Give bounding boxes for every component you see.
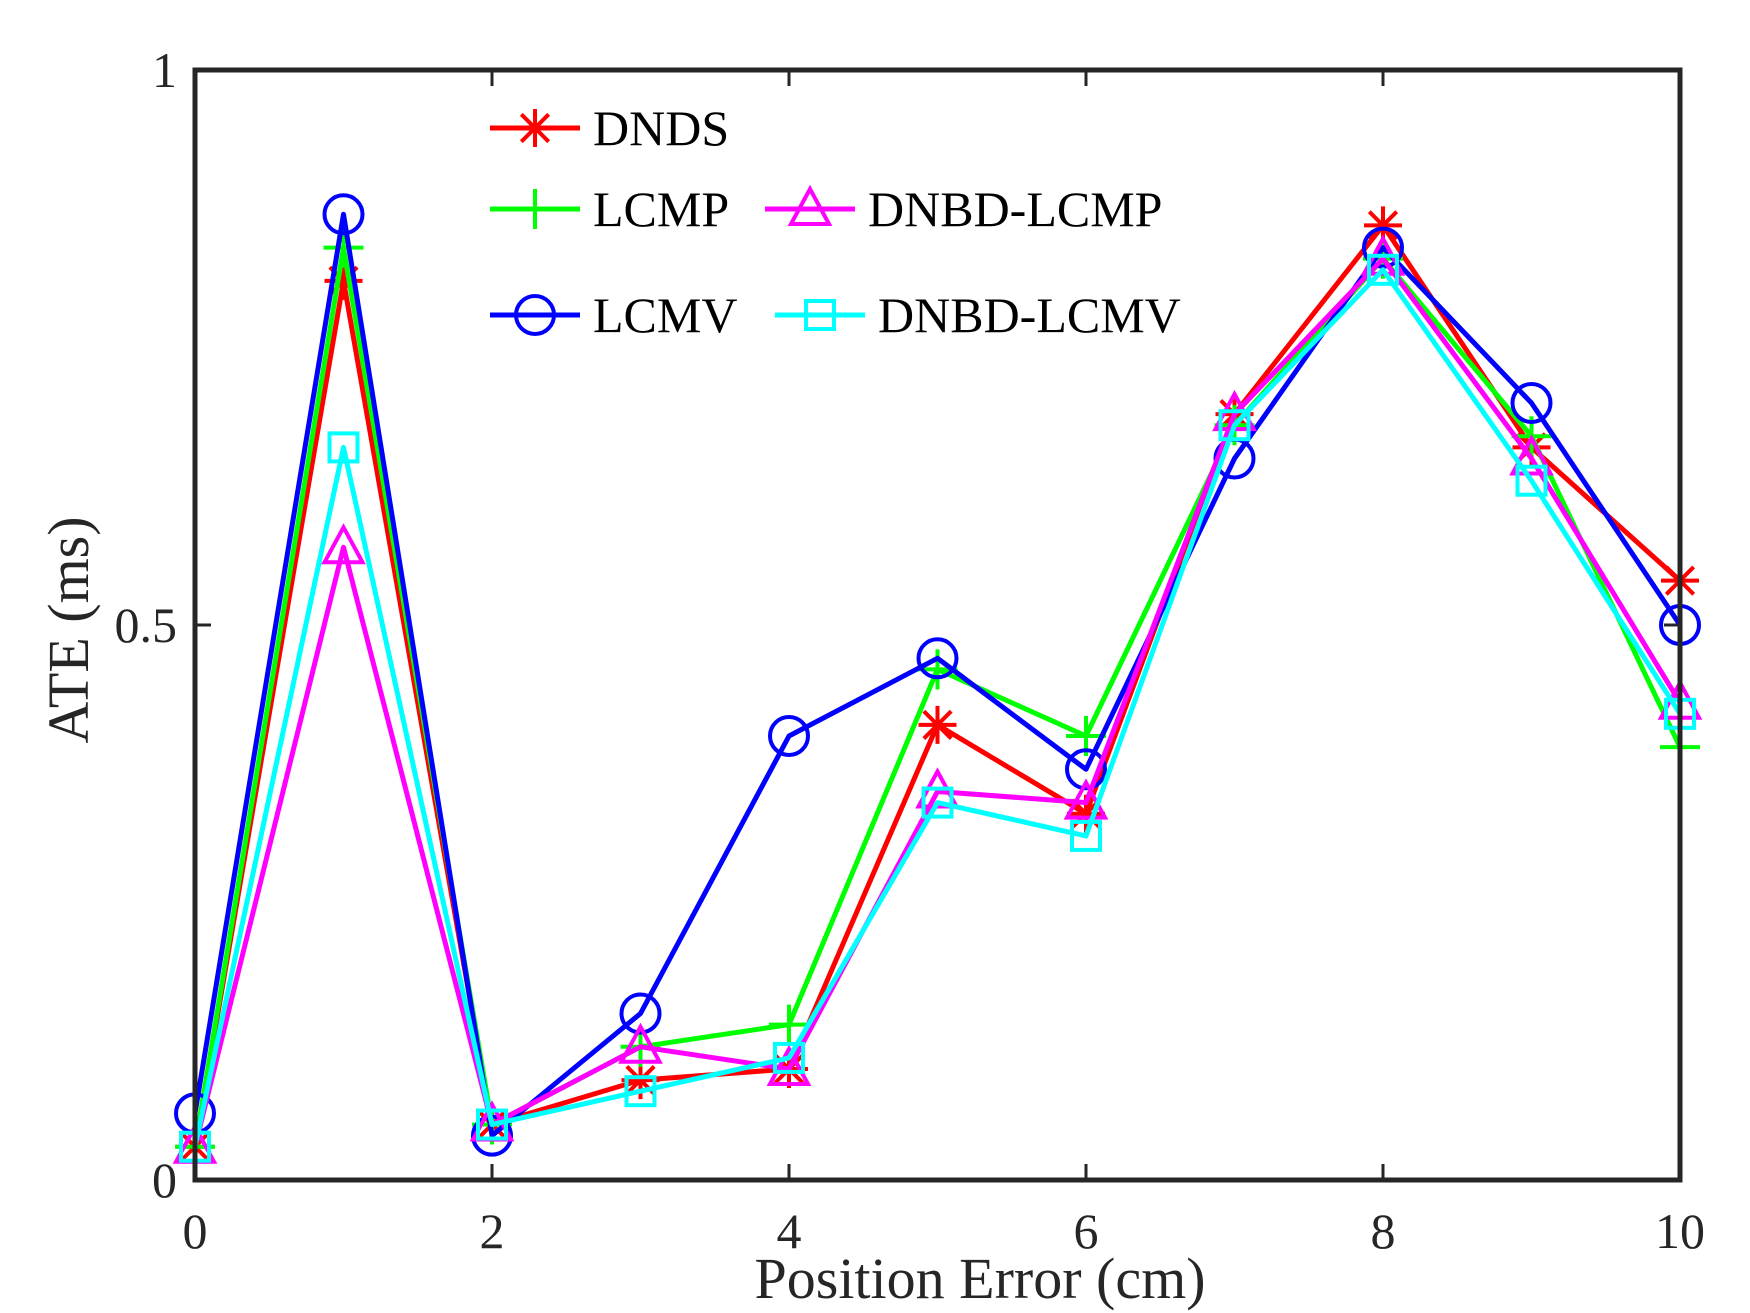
x-tick-labels: 0 2 4 6 8 10 [183, 1203, 1706, 1259]
series-line-lcmv [192, 211, 1683, 1139]
x-tick-label: 0 [183, 1203, 208, 1259]
series-layer [172, 193, 1703, 1167]
legend-marker-lcmp [515, 189, 555, 229]
legend-entry-dnbd-lcmv: DNBD-LCMV [775, 287, 1181, 343]
data-point-dnbd-lcmp [1063, 778, 1109, 820]
y-tick-label: 1 [152, 42, 177, 98]
data-point-lcmv [916, 637, 959, 680]
data-point-dnds [324, 261, 363, 300]
data-point-dnbd-lcmv [773, 1041, 805, 1074]
data-point-dnbd-lcmp [618, 1022, 663, 1064]
legend-marker-dnbd-lcmp [787, 184, 833, 226]
data-point-dnbd-lcmv [624, 1075, 657, 1108]
data-point-dnbd-lcmv [1515, 464, 1548, 497]
legend-entry-dnds: DNDS [490, 100, 729, 156]
x-tick-label: 8 [1371, 1203, 1396, 1259]
data-point-dnds [1364, 206, 1402, 245]
legend-label-lcmv: LCMV [593, 287, 737, 343]
legend: DNDS LCMP LCMV DNBD-LCMP DNBD-LCMV [490, 100, 1181, 343]
series-lcmv [174, 193, 1701, 1157]
legend-marker-dnbd-lcmv [804, 299, 836, 331]
data-point-dnbd-lcmv [921, 786, 954, 819]
plot-frame [192, 67, 1683, 1183]
data-point-dnds [918, 705, 957, 744]
legend-label-dnbd-lcmp: DNBD-LCMP [868, 181, 1162, 237]
legend-marker-lcmv [514, 294, 556, 336]
legend-label-dnds: DNDS [593, 100, 729, 156]
legend-entry-lcmv: LCMV [490, 287, 737, 343]
x-tick-label: 10 [1655, 1203, 1705, 1259]
data-point-dnbd-lcmv [1070, 819, 1102, 852]
data-point-dnbd-lcmv [327, 431, 360, 464]
data-point-lcmp [769, 1004, 809, 1045]
data-point-dnbd-lcmp [321, 523, 366, 565]
legend-label-dnbd-lcmv: DNBD-LCMV [878, 287, 1181, 343]
x-tick-label: 2 [480, 1203, 505, 1259]
data-point-lcmv [322, 193, 365, 236]
data-point-lcmv [1510, 382, 1553, 424]
y-axis-label: ATE (ms) [36, 516, 101, 743]
x-axis-label: Position Error (cm) [754, 1246, 1205, 1311]
legend-entry-dnbd-lcmp: DNBD-LCMP [765, 181, 1162, 237]
data-point-lcmv [1362, 226, 1404, 269]
data-point-dnbd-lcmp [1509, 434, 1554, 476]
data-point-lcmv [619, 992, 662, 1035]
y-tick-label: 0 [152, 1152, 177, 1208]
data-point-lcmv [1065, 748, 1107, 791]
series-line-dnbd-lcmp [192, 256, 1683, 1148]
legend-label-lcmp: LCMP [593, 181, 729, 237]
data-point-dnds [621, 1061, 660, 1100]
series-line-dnbd-lcmv [192, 267, 1683, 1148]
plot-area [195, 70, 1680, 1180]
x-tick-label: 4 [777, 1203, 802, 1259]
legend-marker-dnds [516, 109, 554, 147]
x-tick-label: 6 [1074, 1203, 1099, 1259]
data-point-dnbd-lcmv [1218, 409, 1251, 442]
data-point-dnbd-lcmv [1367, 253, 1399, 286]
y-tick-label: 0.5 [115, 597, 178, 653]
legend-entry-lcmp: LCMP [490, 181, 729, 237]
data-point-dnbd-lcmv [476, 1108, 508, 1141]
data-point-lcmv [768, 715, 810, 757]
y-tick-labels: 00.51 [115, 42, 178, 1208]
series-dnbd-lcmv [179, 253, 1696, 1163]
data-point-dnbd-lcmp [766, 1044, 812, 1086]
data-point-dnds [1067, 794, 1105, 833]
